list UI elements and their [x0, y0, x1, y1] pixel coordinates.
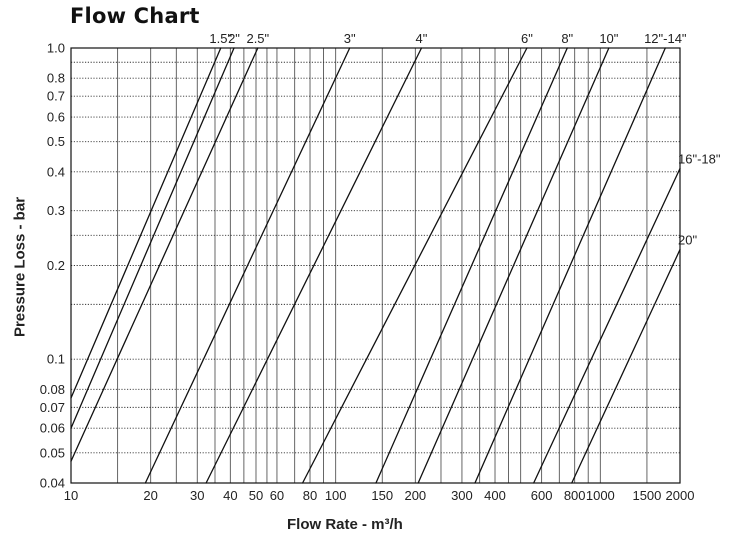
series-label: 4"	[416, 31, 428, 46]
y-tick-label: 0.06	[40, 421, 65, 436]
series-line	[70, 47, 235, 429]
x-tick-label: 80	[303, 488, 317, 503]
y-tick-label: 0.1	[47, 352, 65, 367]
x-axis-label: Flow Rate - m³/h	[287, 516, 403, 533]
series-line	[571, 248, 681, 484]
x-tick-label: 800	[564, 488, 586, 503]
series-line	[474, 47, 666, 484]
chart-title: Flow Chart	[70, 4, 200, 28]
x-tick-label: 100	[325, 488, 347, 503]
series-label: 8"	[561, 31, 573, 46]
series-line	[205, 47, 423, 484]
y-tick-label: 0.6	[47, 110, 65, 125]
x-tick-label: 20	[143, 488, 157, 503]
grid-layer	[70, 47, 681, 484]
x-tick-label: 600	[531, 488, 553, 503]
x-tick-label: 200	[404, 488, 426, 503]
x-tick-label: 300	[451, 488, 473, 503]
series-label: 10"	[599, 31, 618, 46]
y-tick-label: 0.4	[47, 164, 65, 179]
y-tick-label: 0.8	[47, 71, 65, 86]
x-tick-label: 10	[64, 488, 78, 503]
series-label: 3"	[344, 31, 356, 46]
series-line	[144, 47, 351, 484]
series-label: 1.5"	[209, 31, 232, 46]
series-line	[417, 47, 610, 484]
plot-frame	[70, 47, 681, 484]
series-line	[533, 167, 681, 484]
y-tick-label: 0.05	[40, 445, 65, 460]
series-labels: 1.5"2" 2.5" 3" 4" 6" 8" 10" 12"-14" 16"-18" 20"	[209, 31, 720, 248]
x-tick-label: 50	[249, 488, 263, 503]
y-tick-label: 0.7	[47, 89, 65, 104]
series-line	[301, 47, 528, 484]
series-label: 12"-14"	[644, 31, 687, 46]
x-tick-label: 2000	[666, 488, 695, 503]
x-tick-label: 1500	[632, 488, 661, 503]
y-tick-label: 0.3	[47, 203, 65, 218]
y-tick-label: 0.07	[40, 400, 65, 415]
series-label: 2"	[228, 31, 240, 46]
y-tick-label: 0.04	[40, 476, 65, 491]
tick-labels: 10 20 30 40 50 60 80 100 150 200 300 400 600 800 1000 1…	[40, 41, 695, 504]
x-tick-label: 400	[484, 488, 506, 503]
series-label: 16"-18"	[678, 151, 721, 166]
series-line	[70, 47, 222, 399]
y-tick-label: 0.08	[40, 382, 65, 397]
x-tick-label: 40	[223, 488, 237, 503]
series-line	[70, 47, 259, 462]
y-tick-label: 0.2	[47, 258, 65, 273]
series-label: 6"	[521, 31, 533, 46]
y-tick-label: 1.0	[47, 41, 65, 56]
series-label: 2.5"	[246, 31, 269, 46]
x-tick-label: 150	[371, 488, 393, 503]
series-label: 20"	[678, 233, 697, 248]
series-line	[375, 47, 568, 484]
y-tick-label: 0.5	[47, 134, 65, 149]
x-tick-label: 1000	[586, 488, 615, 503]
x-tick-label: 30	[190, 488, 204, 503]
series-layer	[70, 47, 681, 484]
x-tick-label: 60	[270, 488, 284, 503]
